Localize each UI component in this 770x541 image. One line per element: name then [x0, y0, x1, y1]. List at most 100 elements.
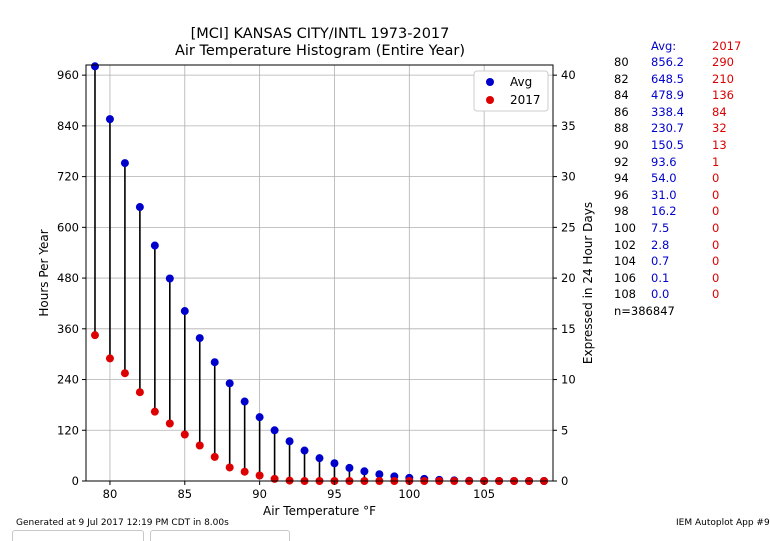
avg-point: [285, 437, 294, 446]
x-tick-label: 105: [473, 487, 495, 501]
table-row-2017: 0: [712, 204, 720, 219]
y-right-tick-label: 0: [561, 474, 568, 488]
y-tick-label: 960: [57, 68, 79, 82]
table-row-avg: 338.4: [651, 104, 684, 119]
table-row-avg: 54.0: [651, 171, 677, 186]
generated-footer: Generated at 9 Jul 2017 12:19 PM CDT in …: [16, 518, 229, 528]
table-row-avg: 7.5: [651, 221, 670, 235]
table-row-temp: 82: [614, 71, 629, 86]
avg-point: [360, 467, 369, 476]
year-2017-point: [150, 407, 159, 416]
x-tick-label: 90: [252, 487, 267, 501]
table-row-temp: 104: [614, 254, 636, 269]
x-tick-label: 80: [103, 487, 118, 501]
table-row-avg: 2.8: [651, 237, 670, 252]
y-right-tick-label: 40: [561, 68, 576, 82]
table-row-avg: 31.0: [651, 187, 677, 202]
y-tick-label: 240: [57, 373, 79, 387]
table-row-2017: 0: [712, 221, 720, 235]
legend: Avg 2017: [473, 70, 549, 112]
y-right-axis-label: Expressed in 24 Hour Days: [581, 202, 595, 364]
y-right-tick-label: 35: [561, 119, 576, 133]
y-right-tick-label: 15: [561, 322, 576, 336]
y-tick-label: 600: [57, 220, 79, 234]
legend-avg-label: Avg: [510, 75, 532, 89]
table-row-avg: 230.7: [651, 121, 684, 136]
table-row-temp: 92: [614, 154, 629, 169]
avg-point: [135, 203, 144, 212]
y-right-tick-label: 30: [561, 170, 576, 184]
legend-avg-marker: [486, 78, 494, 86]
table-row-2017: 13: [712, 138, 727, 152]
table-row-temp: 106: [614, 270, 636, 285]
table-row-avg: 478.9: [651, 88, 684, 103]
table-row-temp: 96: [614, 187, 629, 202]
table-row-2017: 32: [712, 121, 727, 136]
year-2017-point: [135, 388, 144, 397]
table-row-temp: 102: [614, 237, 636, 252]
avg-point: [255, 413, 264, 422]
avg-point: [90, 62, 99, 71]
avg-point: [270, 426, 279, 435]
chart-title: [MCI] KANSAS CITY/INTL 1973-2017: [190, 26, 450, 42]
avg-point: [120, 159, 129, 168]
table-count: n=386847: [614, 304, 675, 318]
year-2017-point: [180, 430, 189, 439]
avg-point: [180, 307, 189, 316]
year-2017-point: [225, 463, 234, 472]
table-row-2017: 0: [712, 187, 720, 202]
y-right-tick-label: 25: [561, 220, 576, 234]
table-row-temp: 88: [614, 121, 629, 136]
table-row-avg: 16.2: [651, 204, 677, 219]
avg-point: [165, 274, 174, 283]
table-row-2017: 0: [712, 287, 720, 302]
avg-point: [300, 446, 309, 455]
avg-point: [315, 454, 324, 463]
x-axis-label: Air Temperature °F: [263, 504, 376, 518]
table-header-avg: Avg:: [651, 39, 677, 53]
y-tick-label: 120: [57, 423, 79, 437]
legend-2017-label: 2017: [510, 93, 541, 107]
x-tick-label: 95: [327, 487, 342, 501]
y-tick-label: 480: [57, 271, 79, 285]
table-row-temp: 80: [614, 55, 629, 69]
table-row-avg: 0.7: [651, 254, 670, 269]
y-tick-label: 0: [72, 474, 79, 488]
table-row-temp: 108: [614, 287, 636, 302]
y-tick-label: 840: [57, 119, 79, 133]
year-2017-point: [255, 471, 264, 480]
year-2017-point: [120, 369, 129, 378]
table-row-avg: 93.6: [651, 154, 677, 169]
legend-2017-marker: [486, 96, 494, 104]
year-2017-point: [240, 467, 249, 476]
table-row-2017: 0: [712, 254, 720, 269]
table-row-temp: 84: [614, 88, 629, 103]
year-2017-point: [210, 452, 219, 461]
table-row-2017: 136: [712, 88, 734, 103]
chart-subtitle: Air Temperature Histogram (Entire Year): [174, 43, 466, 59]
table-row-temp: 90: [614, 138, 629, 152]
avg-point: [345, 463, 354, 472]
table-row-avg: 856.2: [651, 55, 684, 69]
y-tick-label: 360: [57, 322, 79, 336]
year-2017-point: [165, 419, 174, 428]
x-tick-label: 100: [398, 487, 420, 501]
table-row-avg: 150.5: [651, 138, 684, 152]
table-row-2017: 0: [712, 171, 720, 186]
y-tick-label: 720: [57, 170, 79, 184]
table-row-2017: 210: [712, 71, 734, 86]
plot-frame: [85, 64, 554, 482]
table-row-2017: 290: [712, 55, 734, 69]
table-header-2017: 2017: [712, 39, 742, 53]
avg-point: [150, 241, 159, 250]
table-row-avg: 0.1: [651, 270, 670, 285]
table-row-avg: 0.0: [651, 287, 670, 302]
y-right-tick-label: 5: [561, 423, 568, 437]
avg-point: [195, 334, 204, 343]
year-2017-point: [195, 441, 204, 450]
table-row-2017: 84: [712, 104, 727, 119]
table-row-2017: 1: [712, 154, 720, 169]
avg-point: [225, 379, 234, 388]
table-row-temp: 98: [614, 204, 629, 219]
